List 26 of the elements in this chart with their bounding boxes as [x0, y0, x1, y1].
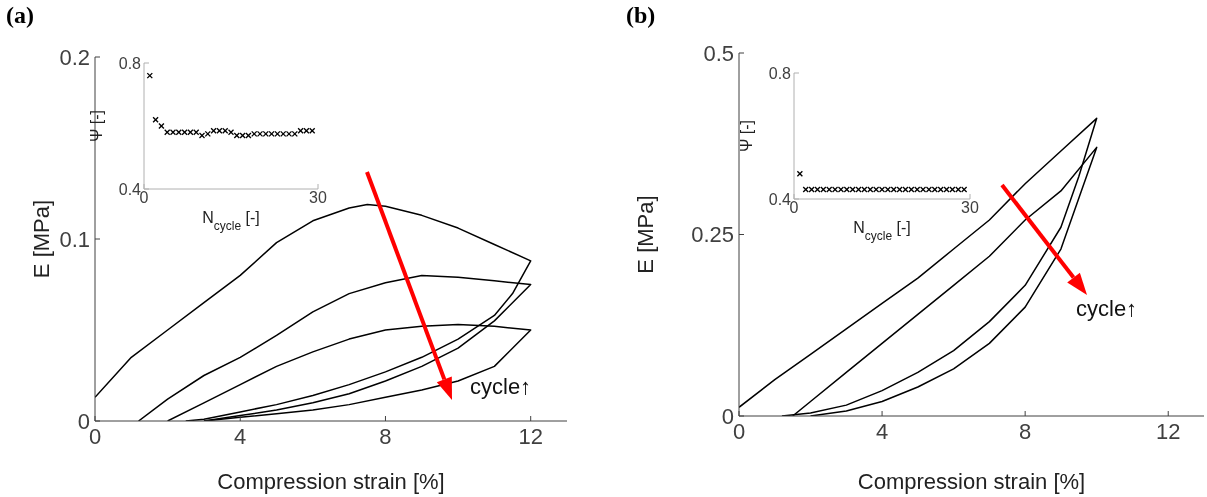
y-axis-title: Ψ [-] [738, 119, 755, 153]
chart-title: (a) [6, 2, 34, 29]
y-tick-label: 0.5 [703, 40, 734, 66]
y-tick-label: 0.2 [59, 44, 90, 70]
x-tick-label: 8 [1019, 418, 1032, 444]
y-tick-label: 0.1 [59, 226, 90, 252]
y-tick-label: 0.8 [768, 64, 792, 82]
x-axis-title: N$_{cycle}$ [-] [853, 219, 911, 243]
x-tick-label: 8 [379, 423, 392, 449]
x-axis-title: Compression strain [%] [217, 469, 445, 494]
y-axis-title: Ψ [-] [88, 109, 105, 143]
annotation: cycle↑ [1076, 296, 1138, 322]
y-axis-title: E [MPa] [29, 199, 54, 279]
y-axis-title: E [MPa] [633, 195, 658, 274]
x-tick-label: 12 [518, 423, 543, 449]
x-axis-title: Compression strain [%] [857, 469, 1086, 494]
x-axis-title: N$_{cycle}$ [-] [202, 209, 260, 233]
x-tick-label: 12 [1155, 418, 1181, 444]
annotation: cycle↑ [470, 374, 532, 400]
x-tick-label: 4 [234, 423, 247, 449]
x-tick-label: 30 [961, 199, 979, 217]
y-tick-label: 0.8 [118, 54, 142, 72]
x-tick-label: 4 [875, 418, 889, 444]
y-tick-label: 0.25 [691, 222, 734, 248]
chart-title: (b) [626, 2, 656, 29]
x-tick-label: 30 [309, 189, 327, 207]
